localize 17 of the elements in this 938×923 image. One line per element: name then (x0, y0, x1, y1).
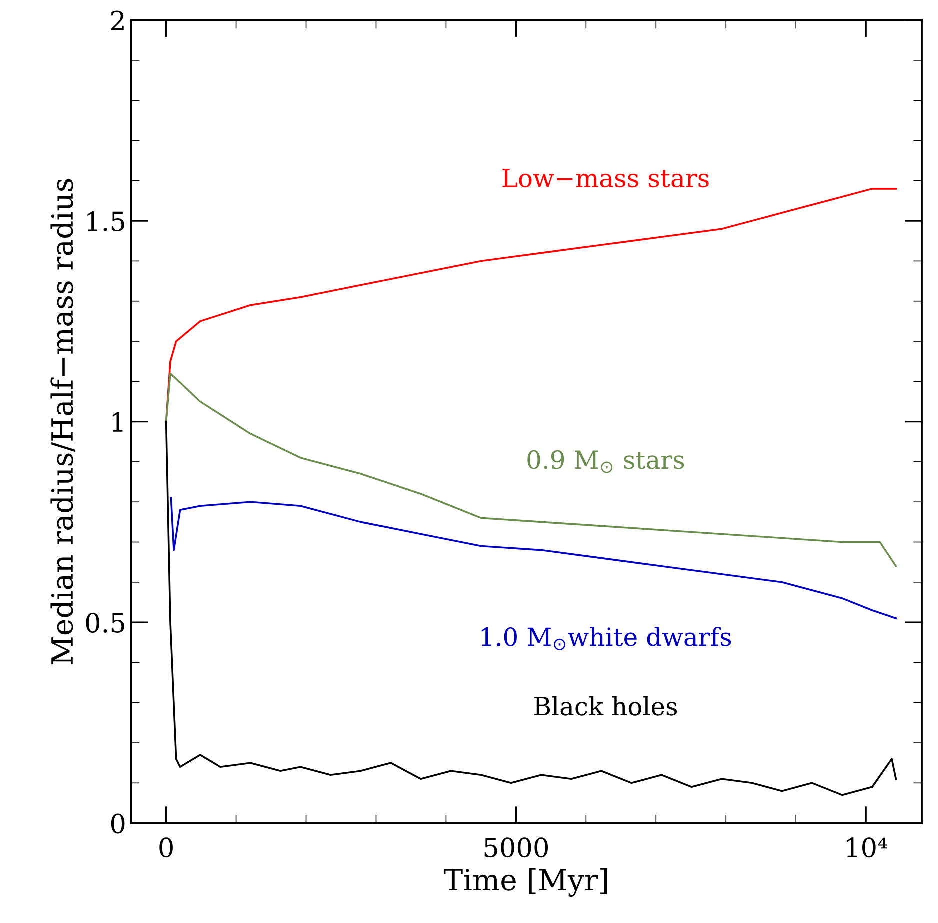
line-series (165, 420, 898, 796)
y-tick-label: 1 (112, 412, 123, 432)
line-series (165, 372, 898, 568)
series-label: 0.9 M$_{⊙}$ stars (528, 450, 684, 474)
x-tick-label: 0 (160, 838, 173, 858)
y-tick-label: 2 (111, 10, 124, 30)
text: Black holes (534, 696, 678, 716)
x-axis-title: Time [Myr] (444, 868, 608, 897)
line-series (170, 497, 898, 620)
x-tick-label: 5000 (484, 838, 548, 858)
series-label: Low−mass stars (502, 169, 709, 188)
x-tick-label: 10⁴ (847, 838, 888, 858)
y-tick-label: 0 (111, 814, 125, 834)
y-tick-label: 1.5 (88, 212, 124, 232)
text: 1.0 M$_{⊙}$white dwarfs (482, 627, 732, 650)
y-axis-title: Median radius/Half−mass radius (50, 179, 76, 664)
y-tick-label: 0.5 (86, 613, 124, 633)
